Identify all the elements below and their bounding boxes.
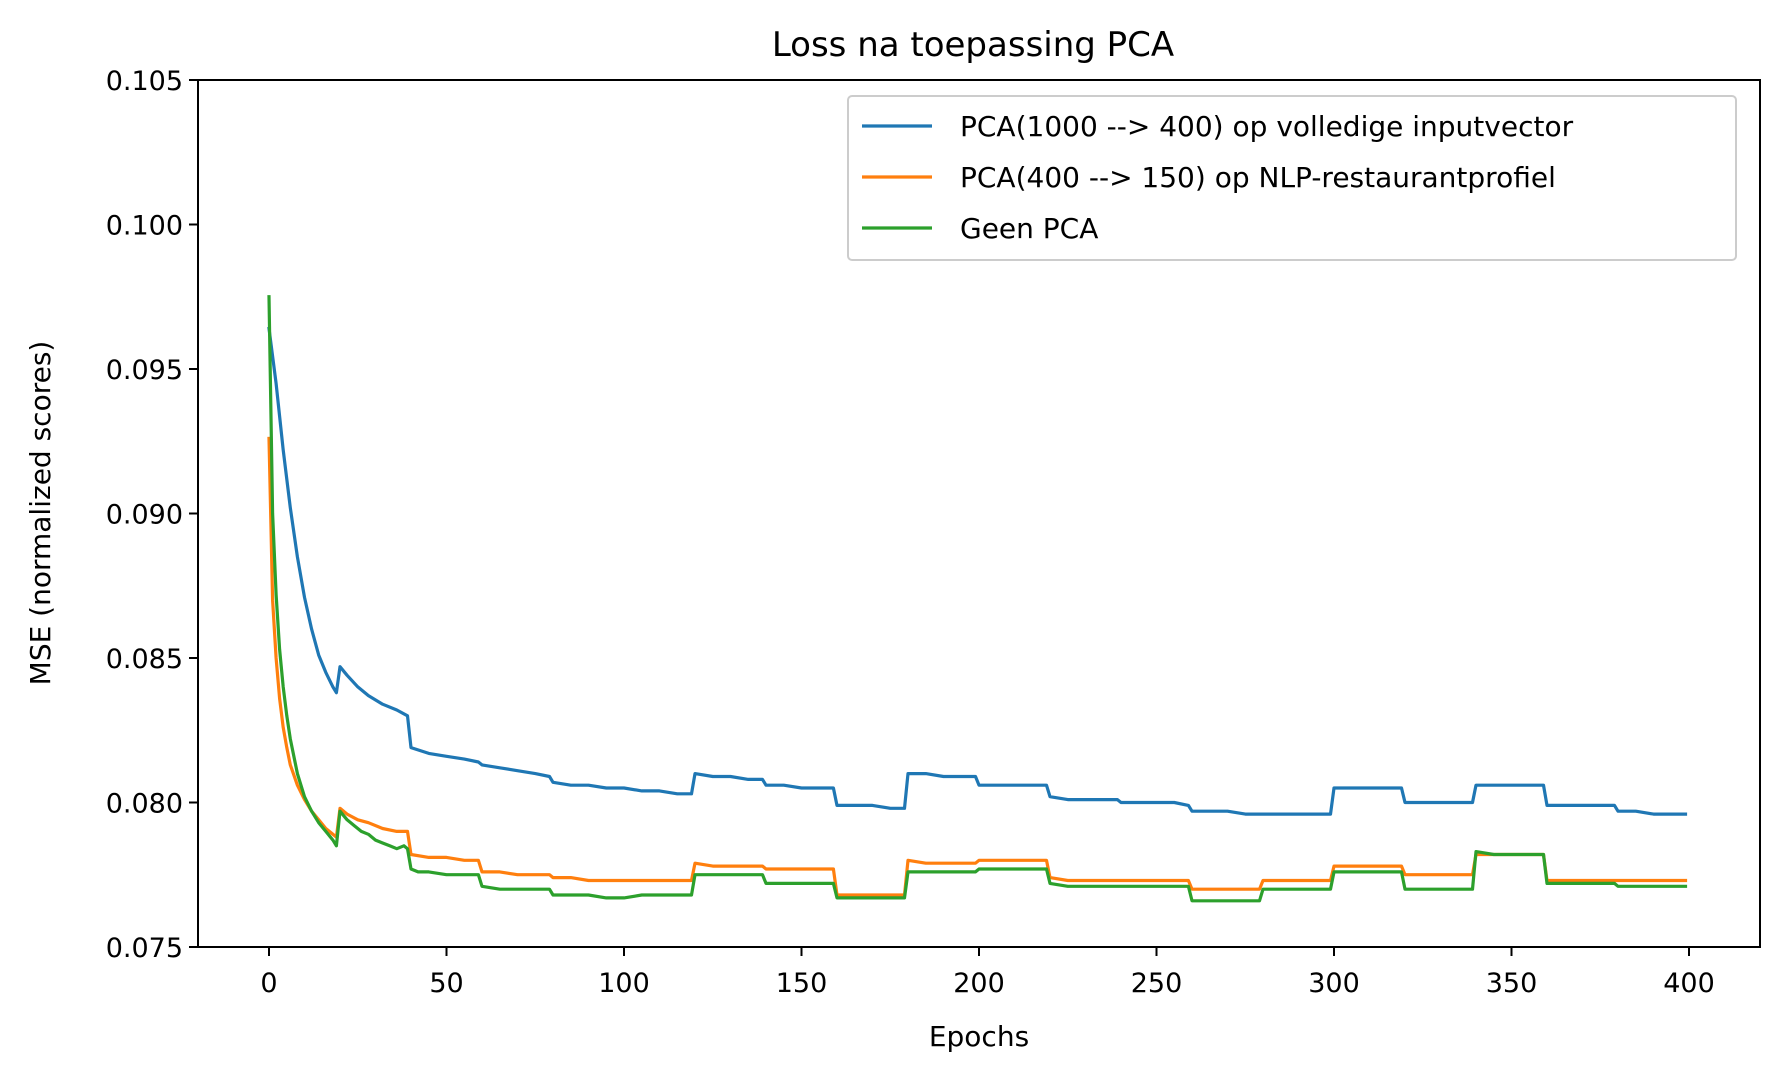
series-layer [267, 295, 1688, 903]
legend-label-3: Geen PCA [960, 212, 1098, 245]
legend-box [847, 95, 1737, 261]
x-tick-label: 300 [1308, 968, 1360, 999]
chart-title: Loss na toepassing PCA [772, 25, 1174, 65]
legend-label-1: PCA(1000 --> 400) op volledige inputvect… [960, 110, 1574, 143]
y-tick-label: 0.075 [106, 933, 183, 964]
y-axis-title: MSE (normalized scores) [24, 341, 57, 686]
x-tick-label: 400 [1663, 968, 1715, 999]
x-tick-label: 50 [429, 968, 463, 999]
x-tick-label: 200 [953, 968, 1005, 999]
y-tick-label: 0.100 [106, 211, 183, 242]
x-tick-label: 350 [1486, 968, 1538, 999]
y-tick-label: 0.080 [106, 789, 183, 820]
x-tick-label: 0 [260, 968, 277, 999]
legend: PCA(1000 --> 400) op volledige inputvect… [847, 95, 1737, 261]
x-tick-label: 150 [776, 968, 828, 999]
y-tick-label: 0.095 [106, 355, 183, 386]
y-axis: 0.075 0.080 0.085 0.090 0.095 0.100 0.105 [106, 66, 198, 964]
x-tick-label: 100 [598, 968, 650, 999]
y-tick-label: 0.105 [106, 66, 183, 97]
y-tick-label: 0.085 [106, 644, 183, 675]
series-line-3 [267, 295, 1688, 903]
x-axis-title: Epochs [929, 1020, 1029, 1053]
series-line-1 [267, 326, 1688, 816]
x-tick-label: 250 [1131, 968, 1183, 999]
y-tick-label: 0.090 [106, 500, 183, 531]
legend-label-2: PCA(400 --> 150) op NLP-restaurantprofie… [960, 161, 1556, 194]
x-axis: 0 50 100 150 200 250 300 350 400 [260, 947, 1715, 999]
